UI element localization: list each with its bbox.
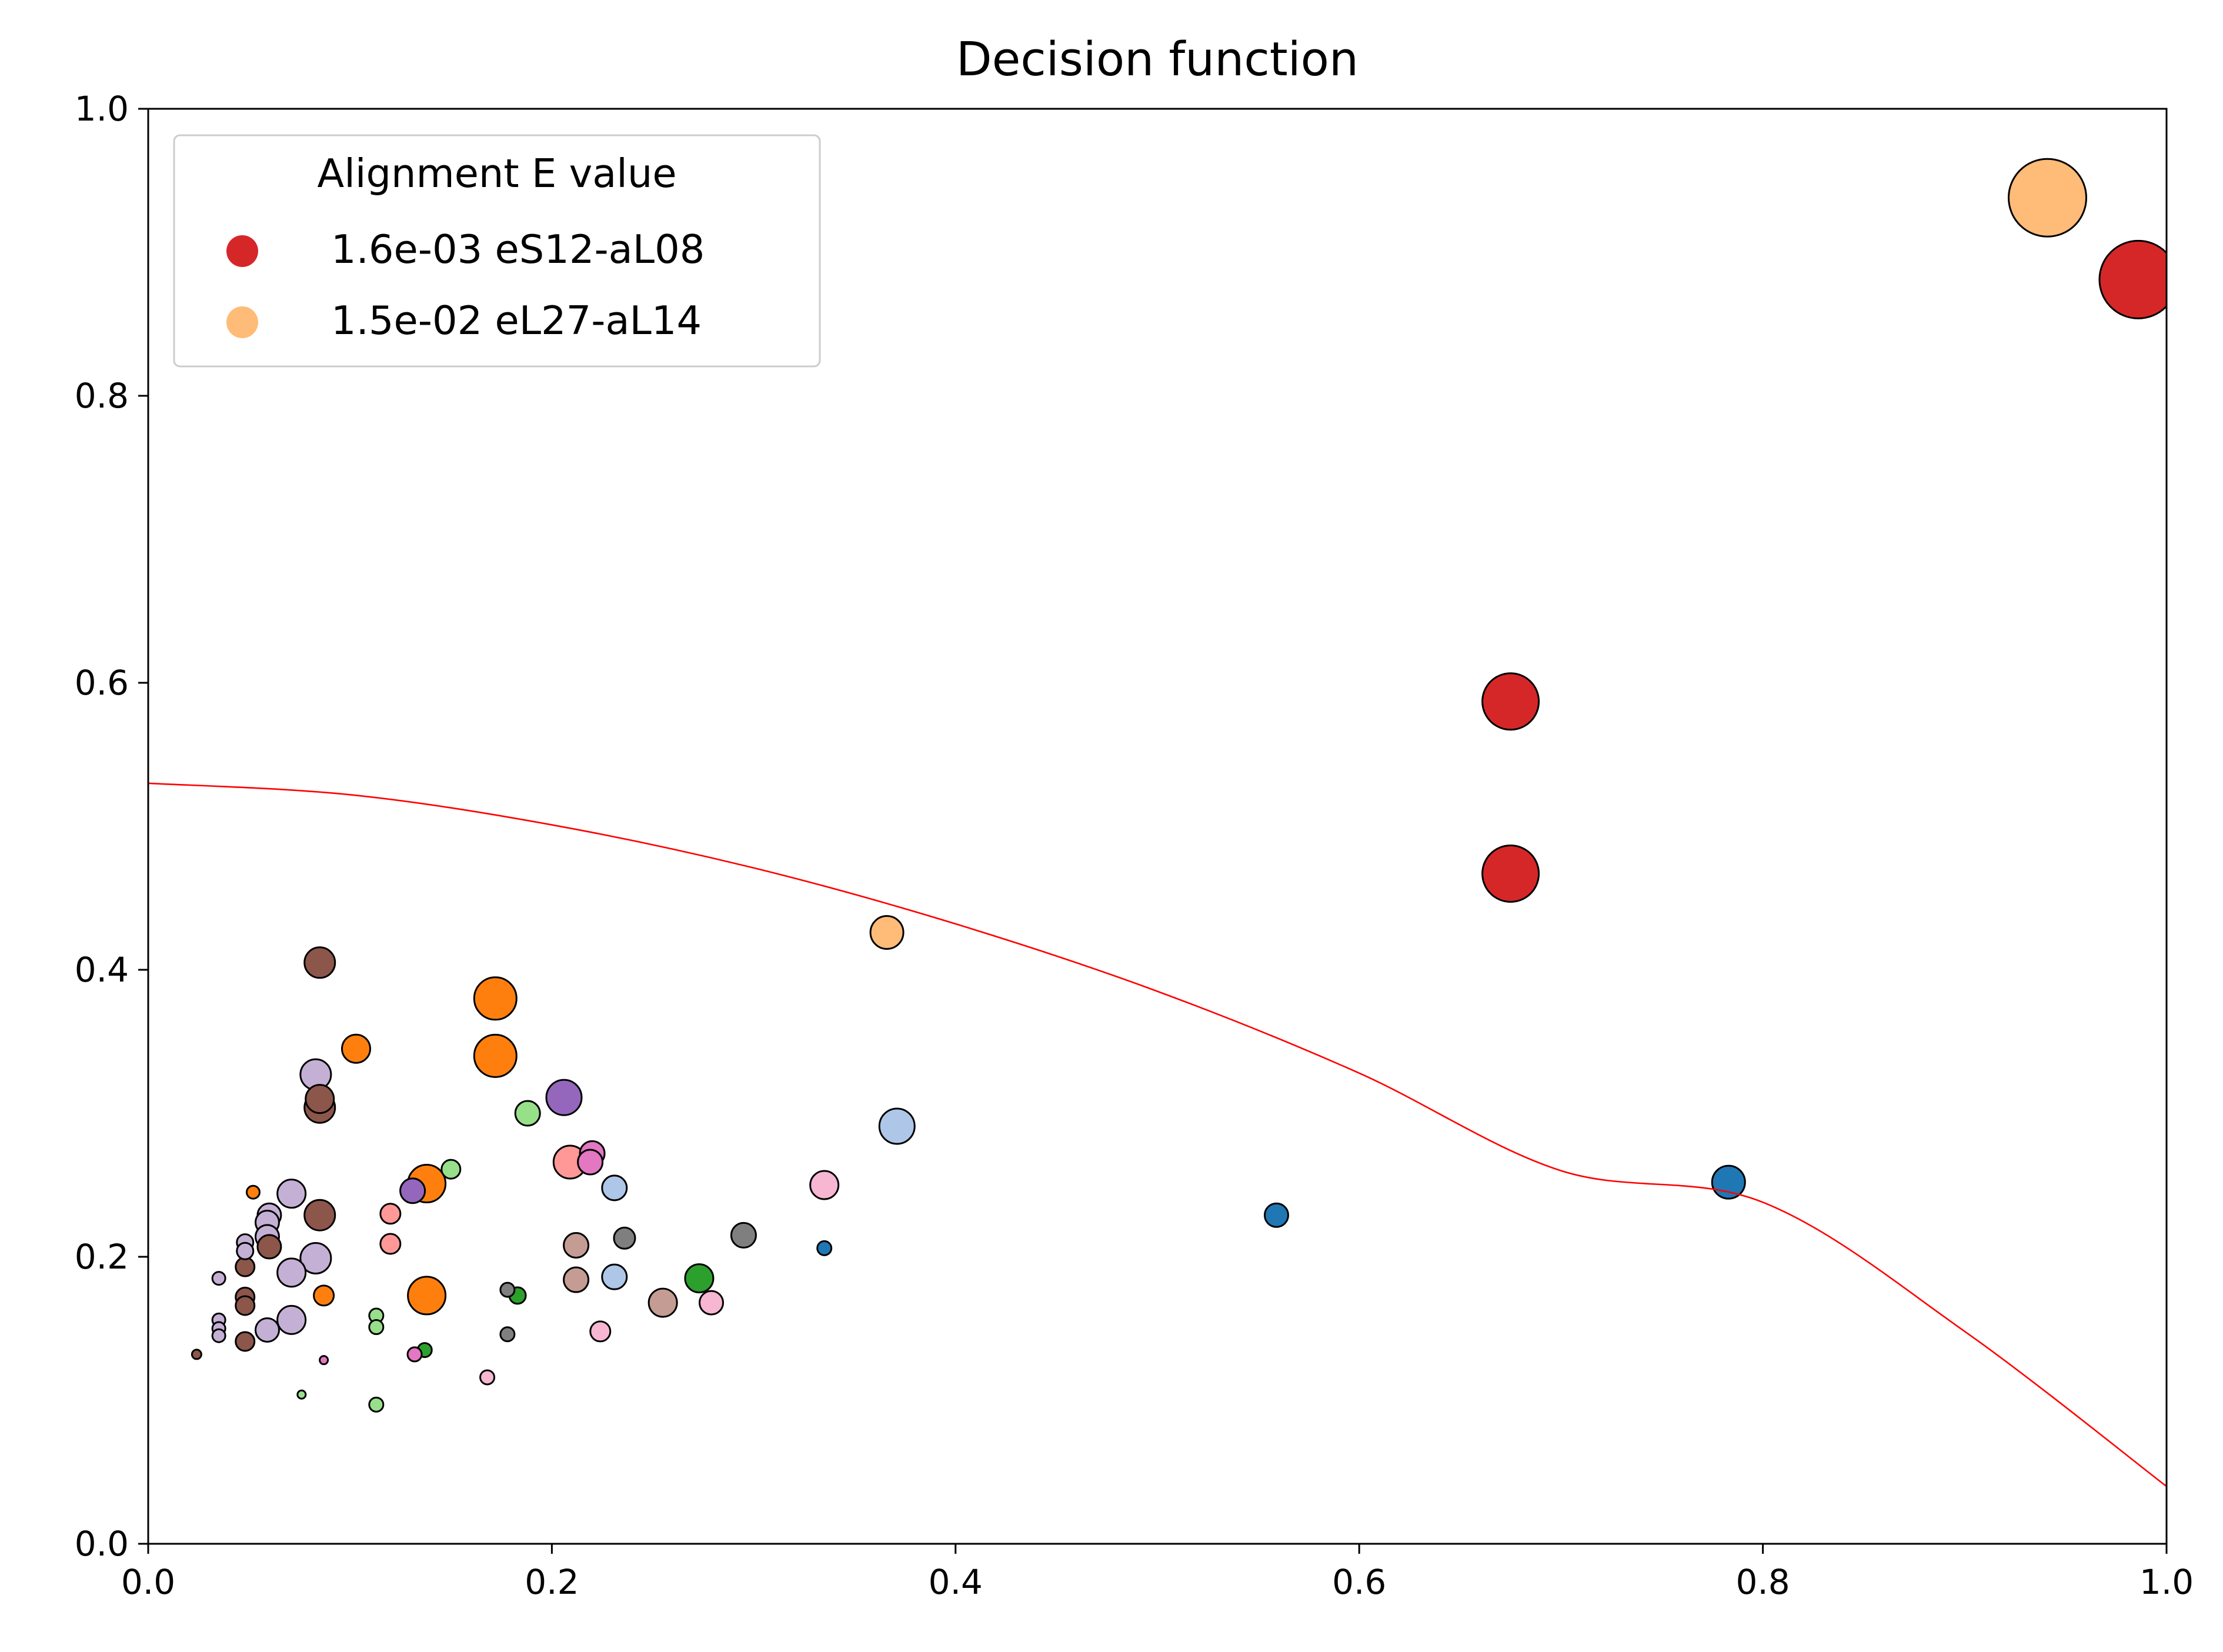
legend-title: Alignment E value: [317, 151, 676, 196]
legend-box: [173, 134, 821, 368]
scatter-point-51: [296, 1389, 307, 1400]
scatter-points: [191, 158, 2167, 1413]
scatter-point-63: [235, 1256, 256, 1277]
scatter-point-2: [1481, 672, 1540, 731]
y-axis: 0.0 0.2 0.4 0.6 0.8 1.0: [75, 89, 148, 1564]
scatter-point-37: [379, 1203, 402, 1225]
scatter-point-0: [2098, 239, 2167, 319]
scatter-point-15: [601, 1174, 628, 1202]
scatter-point-58: [256, 1234, 282, 1260]
scatter-point-40: [368, 1319, 385, 1336]
x-tick-label-5: 1.0: [2139, 1562, 2194, 1602]
scatter-point-45: [305, 1084, 335, 1114]
scatter-point-29: [473, 1033, 518, 1078]
x-tick-label-1: 0.2: [525, 1562, 579, 1602]
scatter-point-65: [235, 1295, 256, 1316]
scatter-point-31: [440, 1159, 462, 1180]
legend-marker-0: [226, 235, 258, 267]
y-tick-label-2: 0.4: [75, 950, 129, 990]
decision-boundary-line: [148, 782, 2167, 1487]
scatter-point-26: [499, 1281, 516, 1298]
scatter-point-36: [406, 1346, 423, 1363]
scatter-point-38: [379, 1233, 402, 1255]
scatter-point-33: [407, 1276, 447, 1316]
y-tick-label-4: 0.8: [75, 376, 129, 416]
scatter-point-8: [816, 1240, 833, 1256]
scatter-point-14: [613, 1226, 636, 1250]
scatter-point-27: [499, 1326, 516, 1343]
y-tick-label-0: 0.0: [75, 1524, 129, 1564]
scatter-point-50: [319, 1355, 329, 1366]
y-tick-label-5: 1.0: [75, 89, 129, 129]
scatter-point-62: [236, 1241, 255, 1260]
chart-title: Decision function: [956, 32, 1358, 86]
legend-marker-1: [226, 306, 258, 338]
scatter-point-52: [276, 1179, 307, 1209]
y-tick-label-3: 0.6: [75, 663, 129, 703]
plot-frame: [147, 108, 2168, 1545]
scatter-point-60: [245, 1184, 261, 1200]
x-tick-label-0: 0.0: [121, 1562, 175, 1602]
scatter-point-17: [589, 1320, 612, 1343]
scatter-point-41: [368, 1396, 385, 1413]
scatter-point-67: [211, 1271, 226, 1286]
x-tick-label-2: 0.4: [929, 1562, 983, 1602]
scatter-point-16: [601, 1263, 628, 1290]
scatter-point-66: [235, 1331, 256, 1352]
scatter-point-28: [473, 976, 518, 1021]
scatter-point-71: [191, 1349, 202, 1360]
scatter-point-12: [699, 1290, 725, 1316]
scatter-point-24: [514, 1100, 541, 1127]
scatter-point-42: [341, 1033, 371, 1064]
scatter-point-5: [878, 1107, 916, 1145]
y-tick-label-1: 0.2: [75, 1237, 129, 1277]
scatter-point-4: [869, 915, 904, 950]
scatter-point-10: [730, 1222, 757, 1249]
scatter-point-30: [479, 1369, 496, 1386]
x-tick-label-3: 0.6: [1332, 1562, 1386, 1602]
scatter-point-43: [303, 946, 336, 979]
scatter-point-9: [809, 1170, 840, 1200]
x-tick-label-4: 0.8: [1735, 1562, 1790, 1602]
scatter-point-21: [577, 1149, 604, 1176]
legend: Alignment E value 1.6e-03 eS12-aL08 1.5e…: [173, 134, 821, 368]
scatter-point-3: [1481, 845, 1540, 903]
legend-label-0: 1.6e-03 eS12-aL08: [331, 226, 705, 272]
scatter-point-49: [313, 1284, 335, 1307]
scatter-point-18: [563, 1232, 590, 1259]
legend-label-1: 1.5e-02 eL27-aL14: [331, 298, 702, 343]
scatter-point-1: [2008, 158, 2088, 238]
scatter-point-19: [563, 1266, 590, 1293]
scatter-point-53: [276, 1257, 307, 1288]
scatter-point-54: [276, 1304, 307, 1335]
scatter-point-11: [684, 1263, 715, 1294]
x-axis: 0.0 0.2 0.4 0.6 0.8 1.0: [121, 1544, 2194, 1602]
scatter-point-70: [211, 1328, 226, 1343]
scatter-point-7: [1263, 1202, 1289, 1228]
scatter-point-6: [1711, 1164, 1746, 1200]
scatter-point-13: [647, 1287, 678, 1318]
scatter-point-59: [254, 1317, 280, 1343]
scatter-point-47: [303, 1199, 336, 1232]
scatter-point-35: [399, 1177, 426, 1204]
scatter-point-23: [545, 1079, 583, 1116]
scatter-point-48: [299, 1241, 332, 1274]
